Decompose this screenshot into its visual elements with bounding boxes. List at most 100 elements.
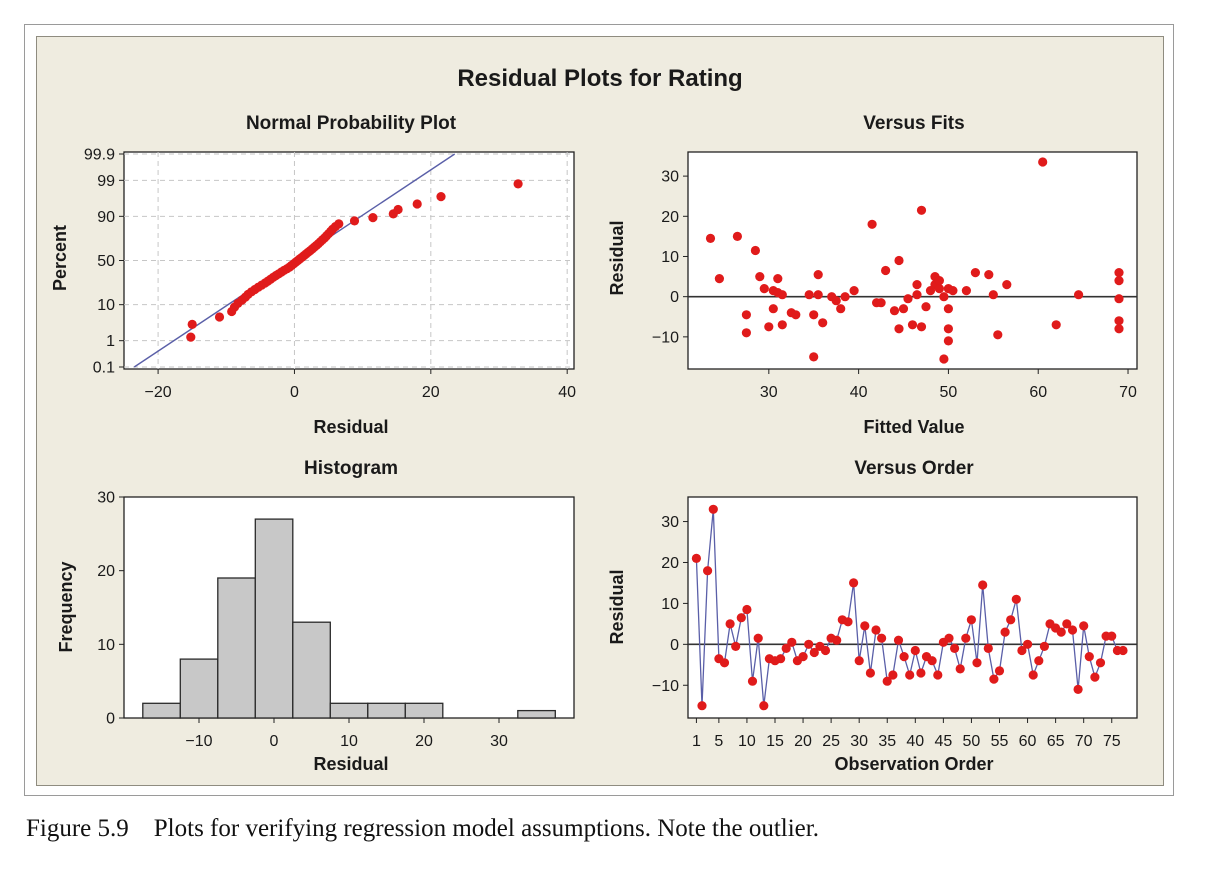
order-point xyxy=(854,656,864,666)
hist-x-axis-label: Residual xyxy=(313,754,388,774)
order-point xyxy=(691,553,702,564)
hist-y-tick-label: 0 xyxy=(106,711,115,728)
order-point xyxy=(893,635,904,645)
fits-point xyxy=(818,318,828,328)
npp-point xyxy=(393,204,403,215)
npp-y-tick-label: 99 xyxy=(97,173,115,190)
order-point xyxy=(905,670,915,680)
fits-y-tick-label: 30 xyxy=(661,169,679,186)
fits-point xyxy=(777,320,787,330)
hist-bar xyxy=(404,702,444,719)
order-point xyxy=(781,643,791,654)
fits-point xyxy=(809,310,819,320)
order-x-tick-label: 20 xyxy=(794,733,812,750)
hist-bar xyxy=(292,621,331,719)
fits-point xyxy=(759,284,769,294)
npp-point xyxy=(334,219,344,229)
order-x-axis-label: Observation Order xyxy=(834,754,993,774)
order-x-tick-label: 30 xyxy=(850,733,868,750)
fits-point xyxy=(916,322,927,332)
order-point xyxy=(736,613,746,623)
fits-point xyxy=(831,296,841,306)
order-y-tick-label: 30 xyxy=(661,514,679,531)
fits-point xyxy=(961,286,972,296)
fits-point xyxy=(1051,320,1061,330)
hist-y-tick-label: 30 xyxy=(97,490,115,507)
fits-point xyxy=(1114,294,1124,304)
order-title: Versus Order xyxy=(854,458,974,479)
order-point xyxy=(798,652,808,662)
order-point xyxy=(1079,621,1089,631)
fits-point xyxy=(934,284,945,294)
order-point xyxy=(1039,641,1049,652)
fits-x-axis-label: Fitted Value xyxy=(863,417,964,437)
hist-y-axis-label: Frequency xyxy=(56,561,76,652)
order-y-axis-label: Residual xyxy=(607,569,627,644)
order-y-tick-label: 10 xyxy=(661,596,679,613)
order-point xyxy=(978,580,988,590)
fits-point xyxy=(809,352,819,362)
fits-point xyxy=(993,330,1003,340)
fits-point xyxy=(791,310,801,320)
order-point xyxy=(966,615,977,625)
npp-y-tick-label: 99.9 xyxy=(84,147,115,164)
fits-y-tick-label: −10 xyxy=(652,329,679,346)
fits-y-tick-label: 20 xyxy=(661,209,679,226)
order-point xyxy=(809,647,819,658)
npp-point xyxy=(513,179,523,189)
hist-x-tick-label: 30 xyxy=(490,733,508,750)
fits-point xyxy=(849,286,859,296)
order-y-tick-label: 20 xyxy=(661,555,679,572)
order-x-tick-label: 50 xyxy=(963,733,981,750)
order-point xyxy=(787,637,797,647)
hist-x-tick-label: 0 xyxy=(270,733,279,750)
fits-x-tick-label: 40 xyxy=(850,384,868,401)
order-y-tick-label: −10 xyxy=(652,678,679,695)
order-point xyxy=(1011,594,1021,604)
order-x-tick-label: 1 xyxy=(692,733,701,750)
fits-point xyxy=(894,255,904,266)
order-point xyxy=(944,633,954,643)
order-point xyxy=(1062,619,1072,629)
hist-x-tick-label: −10 xyxy=(185,733,212,750)
order-x-tick-label: 75 xyxy=(1103,733,1121,750)
fits-point xyxy=(916,205,927,215)
fits-y-axis-label: Residual xyxy=(607,220,627,295)
fits-point xyxy=(943,324,954,334)
hist-bar xyxy=(254,518,294,719)
order-point xyxy=(955,664,965,674)
fits-point xyxy=(714,274,725,284)
order-point xyxy=(961,633,971,643)
fits-point xyxy=(1114,276,1124,286)
order-point xyxy=(994,666,1005,676)
order-point xyxy=(927,656,937,666)
fits-point xyxy=(840,292,850,302)
fits-x-tick-label: 30 xyxy=(760,384,778,401)
order-point xyxy=(708,504,718,514)
order-point xyxy=(747,676,758,686)
order-point xyxy=(950,643,960,654)
fits-point xyxy=(732,231,743,241)
npp-x-axis-label: Residual xyxy=(313,417,388,437)
order-x-tick-label: 70 xyxy=(1075,733,1093,750)
fits-point xyxy=(943,304,954,314)
fits-point xyxy=(867,219,877,229)
fits-point xyxy=(898,304,909,314)
hist-x-tick-label: 20 xyxy=(415,733,433,750)
order-point xyxy=(871,625,881,635)
order-point xyxy=(860,621,870,631)
order-point xyxy=(933,670,943,680)
fits-point xyxy=(755,272,765,282)
order-plot-area xyxy=(687,496,1138,719)
npp-point xyxy=(436,192,446,202)
fits-point xyxy=(934,276,945,286)
order-point xyxy=(849,578,859,588)
fits-point xyxy=(970,268,981,278)
fits-point xyxy=(988,290,998,300)
fits-y-tick-label: 10 xyxy=(661,249,679,266)
npp-x-tick-label: −20 xyxy=(145,384,172,401)
order-point xyxy=(1084,652,1094,662)
order-point xyxy=(865,668,876,678)
hist-title: Histogram xyxy=(304,458,398,479)
